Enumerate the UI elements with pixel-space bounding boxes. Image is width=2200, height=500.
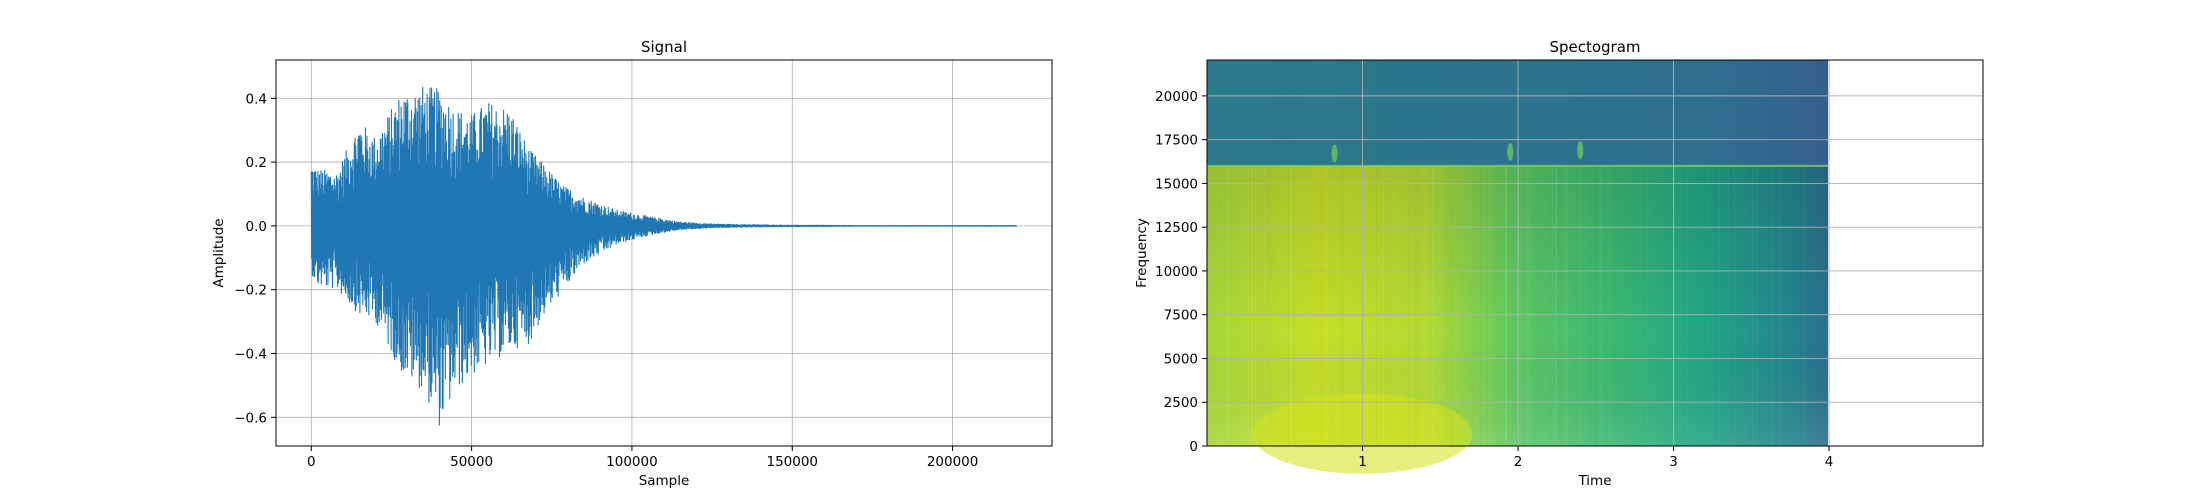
spectrogram-y-tick-label: 15000 <box>1155 176 1198 192</box>
spectrogram-blip <box>1331 144 1338 163</box>
spectrogram-y-tick-label: 17500 <box>1155 133 1198 149</box>
spectrogram-x-tick-label: 3 <box>1669 454 1678 470</box>
spectrogram-title: Spectogram <box>1549 38 1640 56</box>
signal-x-tick-label: 0 <box>307 454 316 470</box>
spectrogram-y-tick-label: 10000 <box>1155 264 1198 280</box>
signal-x-label: Sample <box>639 473 690 489</box>
spectrogram-x-tick-label: 4 <box>1825 454 1834 470</box>
signal-y-label: Amplitude <box>211 218 227 287</box>
signal-line <box>310 86 1018 426</box>
signal-x-tick-label: 200000 <box>927 454 979 470</box>
signal-axes: 0 50000 100000 150000 200000 −0.6 −0.4 −0.2 0.0… <box>211 38 1053 489</box>
signal-y-tick-label: 0.0 <box>246 219 267 235</box>
signal-x-tick-label: 100000 <box>606 454 658 470</box>
spectrogram-y-tick-label: 0 <box>1189 439 1198 455</box>
spectrogram-y-tick-label: 12500 <box>1155 220 1198 236</box>
spectrogram-x-tick-label: 1 <box>1358 454 1367 470</box>
spectrogram-grid <box>1207 60 1983 447</box>
spectrogram-x-ticks: 1 2 3 4 <box>1358 446 1833 470</box>
signal-frame <box>275 59 1053 447</box>
signal-y-tick-label: −0.6 <box>234 410 267 426</box>
signal-y-tick-label: −0.4 <box>234 346 267 362</box>
signal-y-tick-label: −0.2 <box>234 283 267 299</box>
signal-y-tick-label: 0.4 <box>246 91 267 107</box>
spectrogram-x-tick-label: 2 <box>1514 454 1523 470</box>
signal-x-tick-label: 150000 <box>766 454 818 470</box>
spectrogram-y-label: Frequency <box>1134 218 1150 288</box>
signal-x-ticks: 0 50000 100000 150000 200000 <box>307 446 978 470</box>
spectrogram-frame <box>1206 59 1984 447</box>
spectrogram-blip <box>1507 142 1514 161</box>
signal-y-ticks: −0.6 −0.4 −0.2 0.0 0.2 0.4 <box>234 91 276 426</box>
signal-y-tick-label: 0.2 <box>246 155 267 171</box>
signal-x-tick-label: 50000 <box>450 454 493 470</box>
spectrogram-x-label: Time <box>1577 473 1611 489</box>
spectrogram-y-tick-label: 20000 <box>1155 89 1198 105</box>
spectrogram-y-tick-label: 2500 <box>1164 395 1198 411</box>
spectrogram-y-ticks: 0 2500 5000 7500 10000 12500 15000 17500 20000 <box>1155 89 1207 455</box>
signal-waveform <box>310 86 1018 426</box>
spectrogram-blip <box>1577 141 1584 160</box>
spectrogram-y-tick-label: 7500 <box>1164 308 1198 324</box>
spectrogram-axes: 1 2 3 4 0 2500 5000 7500 10000 12500 15000 17500 20… <box>1134 38 1984 489</box>
spectrogram-y-tick-label: 5000 <box>1164 351 1198 367</box>
signal-title: Signal <box>641 38 687 56</box>
